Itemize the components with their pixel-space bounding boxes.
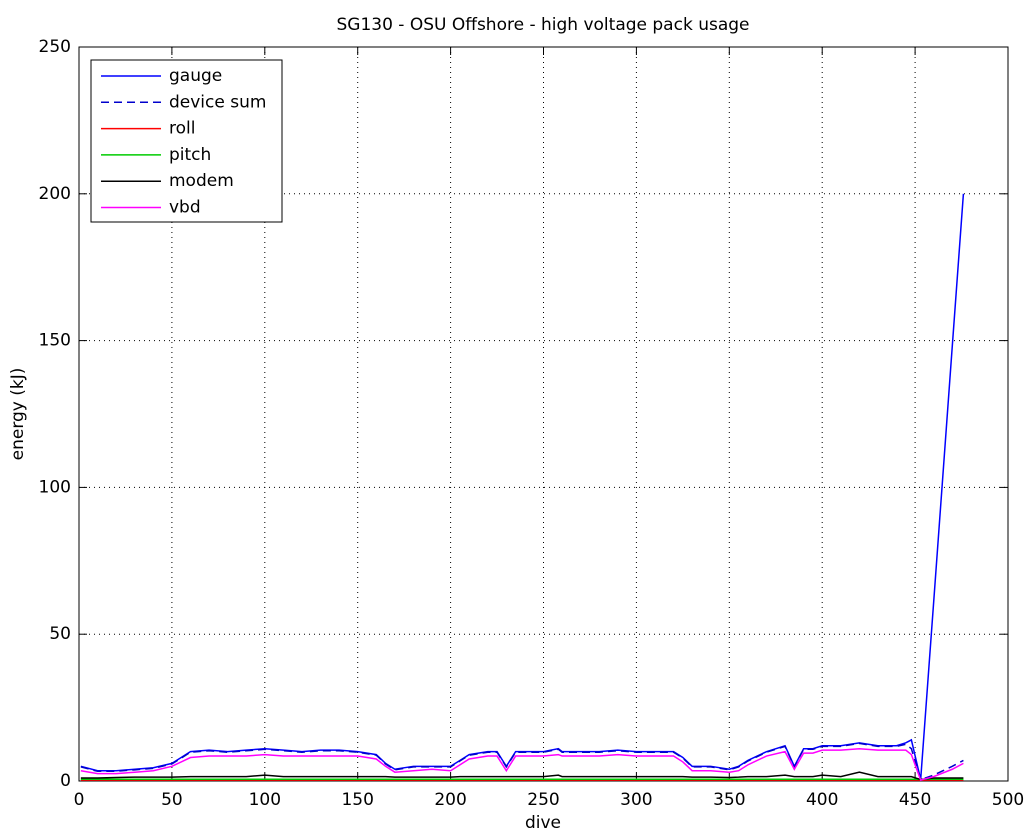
- y-tick-label: 200: [39, 184, 71, 204]
- legend-label: vbd: [169, 198, 201, 218]
- legend-label: roll: [169, 119, 195, 139]
- x-tick-label: 500: [992, 790, 1024, 810]
- legend-label: device sum: [169, 92, 266, 112]
- legend-box: [90, 59, 283, 223]
- x-tick-label: 50: [161, 790, 183, 810]
- y-tick-label: 50: [49, 624, 71, 644]
- series-line: [80, 771, 964, 781]
- plot-frame: [78, 46, 1009, 782]
- legend-label: pitch: [169, 145, 211, 165]
- legend-label: gauge: [169, 66, 222, 86]
- x-tick-label: 150: [341, 790, 373, 810]
- x-tick-label: 0: [74, 790, 85, 810]
- y-tick-label: 150: [39, 331, 71, 351]
- x-tick-label: 300: [620, 790, 652, 810]
- series-line: [80, 742, 964, 781]
- x-tick-label: 100: [249, 790, 281, 810]
- y-tick-label: 0: [60, 771, 71, 791]
- y-tick-label: 100: [39, 477, 71, 497]
- y-axis-label: energy (kJ): [8, 368, 28, 461]
- x-tick-label: 250: [527, 790, 559, 810]
- series-line: [80, 747, 964, 782]
- x-tick-label: 450: [899, 790, 931, 810]
- x-axis-label: dive: [525, 813, 561, 833]
- x-tick-label: 400: [806, 790, 838, 810]
- y-tick-label: 250: [39, 37, 71, 57]
- x-tick-label: 350: [713, 790, 745, 810]
- chart-title: SG130 - OSU Offshore - high voltage pack…: [336, 15, 749, 35]
- x-tick-label: 200: [434, 790, 466, 810]
- legend-label: modem: [169, 171, 234, 191]
